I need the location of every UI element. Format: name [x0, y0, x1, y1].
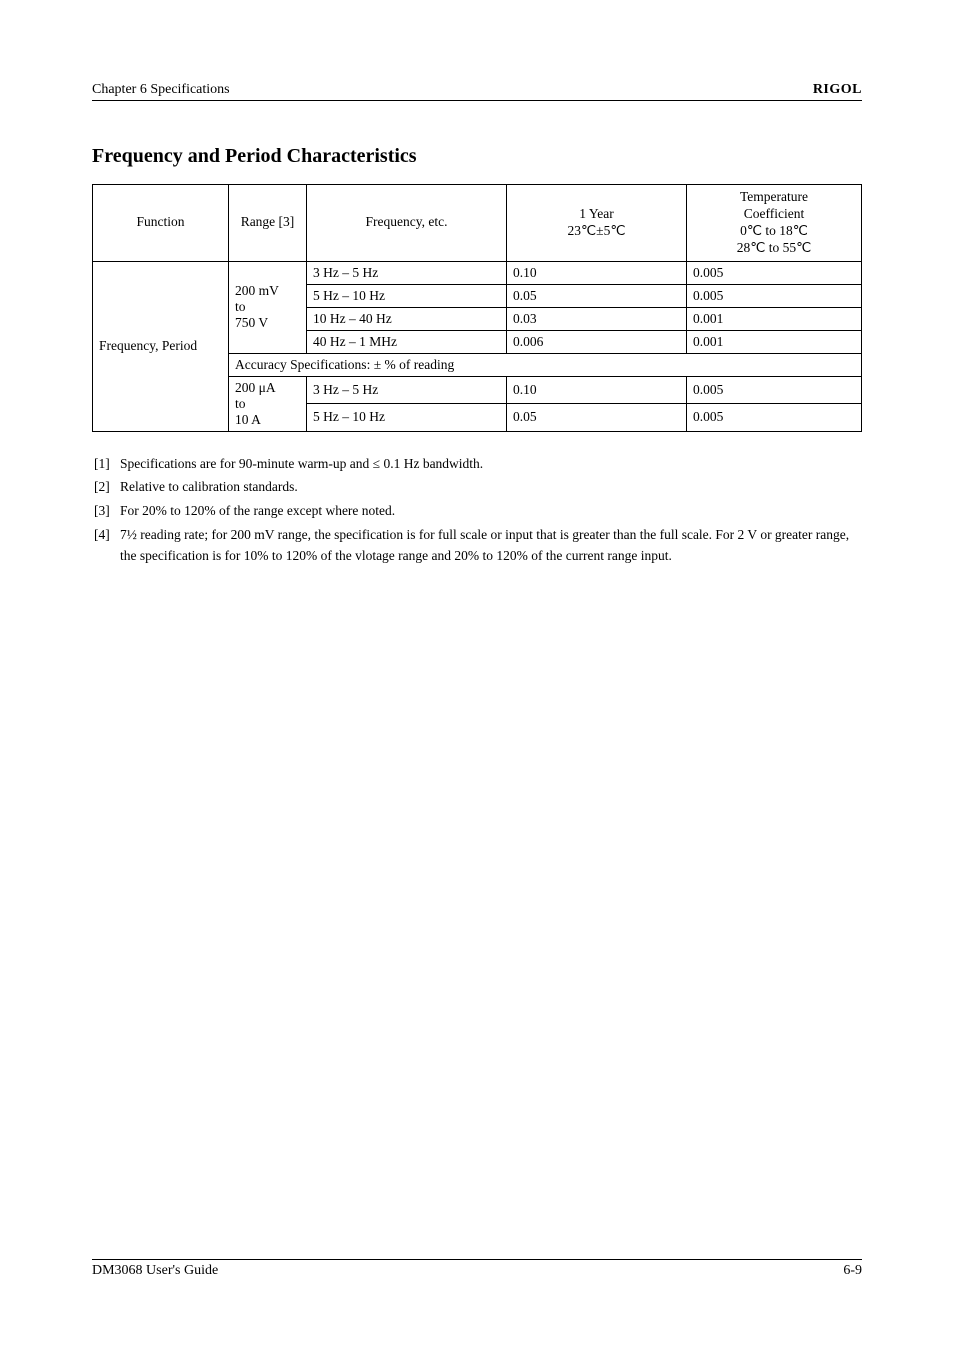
cell-accuracy-note: Accuracy Specifications: ± % of reading: [229, 353, 862, 376]
th-acc1: 1 Year 23℃±5℃: [507, 185, 687, 262]
cell-acc2: 0.005: [687, 261, 862, 284]
cell-acc1: 0.10: [507, 376, 687, 404]
footnote: [4] 7½ reading rate; for 200 mV range, t…: [94, 525, 862, 567]
cell-freq: 5 Hz – 10 Hz: [307, 404, 507, 432]
cell-acc1: 0.05: [507, 284, 687, 307]
th-acc2-text: Temperature Coefficient 0℃ to 18℃ 28℃ to…: [737, 189, 812, 255]
cell-acc1: 0.03: [507, 307, 687, 330]
section-title: Frequency and Period Characteristics: [92, 145, 862, 168]
footnote: [2] Relative to calibration standards.: [94, 477, 862, 498]
footnote-text: For 20% to 120% of the range except wher…: [120, 501, 395, 522]
cell-acc1: 0.05: [507, 404, 687, 432]
footnote: [1] Specifications are for 90-minute war…: [94, 454, 862, 475]
footnote-marker: [4]: [94, 525, 120, 567]
cell-freq: 3 Hz – 5 Hz: [307, 261, 507, 284]
cell-freq: 10 Hz – 40 Hz: [307, 307, 507, 330]
footnote-text: Relative to calibration standards.: [120, 477, 298, 498]
cell-range-a: 200 μA to 10 A: [229, 376, 307, 431]
page-footer: DM3068 User's Guide 6-9: [92, 1259, 862, 1279]
footnotes: [1] Specifications are for 90-minute war…: [92, 454, 862, 568]
cell-acc2: 0.005: [687, 376, 862, 404]
cell-function-label: Frequency, Period: [93, 261, 229, 431]
th-range: Range [3]: [229, 185, 307, 262]
footer-left: DM3068 User's Guide: [92, 1263, 218, 1279]
cell-freq: 5 Hz – 10 Hz: [307, 284, 507, 307]
cell-range-v: 200 mV to 750 V: [229, 261, 307, 353]
footnote-text: 7½ reading rate; for 200 mV range, the s…: [120, 525, 862, 567]
th-freq: Frequency, etc.: [307, 185, 507, 262]
chapter-label: Chapter 6 Specifications: [92, 82, 230, 98]
footnote-text: Specifications are for 90-minute warm-up…: [120, 454, 483, 475]
footer-right: 6-9: [843, 1263, 862, 1279]
cell-freq: 40 Hz – 1 MHz: [307, 330, 507, 353]
th-acc1-text: 1 Year 23℃±5℃: [568, 206, 626, 238]
cell-acc2: 0.001: [687, 330, 862, 353]
cell-acc1: 0.10: [507, 261, 687, 284]
footnote-marker: [2]: [94, 477, 120, 498]
footnote-marker: [3]: [94, 501, 120, 522]
footnote-marker: [1]: [94, 454, 120, 475]
footnote: [3] For 20% to 120% of the range except …: [94, 501, 862, 522]
cell-freq: 3 Hz – 5 Hz: [307, 376, 507, 404]
cell-acc2: 0.005: [687, 404, 862, 432]
cell-acc2: 0.001: [687, 307, 862, 330]
th-acc2: Temperature Coefficient 0℃ to 18℃ 28℃ to…: [687, 185, 862, 262]
spec-table: Function Range [3] Frequency, etc. 1 Yea…: [92, 184, 862, 432]
th-function: Function: [93, 185, 229, 262]
cell-acc1: 0.006: [507, 330, 687, 353]
brand-label: RIGOL: [813, 82, 862, 98]
cell-acc2: 0.005: [687, 284, 862, 307]
